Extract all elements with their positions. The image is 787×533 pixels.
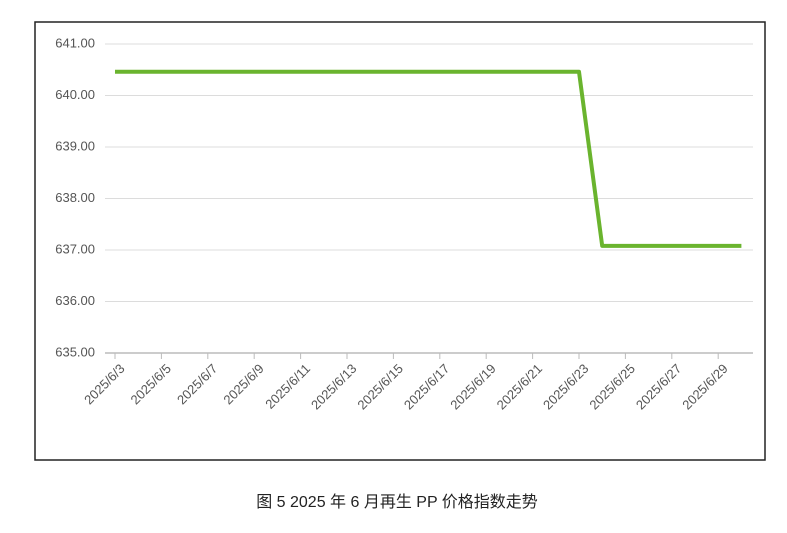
y-tick-label: 636.00 — [55, 293, 95, 308]
caption: 图 5 2025 年 6 月再生 PP 价格指数走势 — [256, 493, 538, 511]
y-tick-label: 640.00 — [55, 87, 95, 102]
y-tick-label: 637.00 — [55, 241, 95, 256]
y-tick-label: 639.00 — [55, 138, 95, 153]
y-tick-label: 638.00 — [55, 190, 95, 205]
y-tick-label: 641.00 — [55, 35, 95, 50]
y-tick-label: 635.00 — [55, 344, 95, 359]
line — [115, 69, 742, 248]
